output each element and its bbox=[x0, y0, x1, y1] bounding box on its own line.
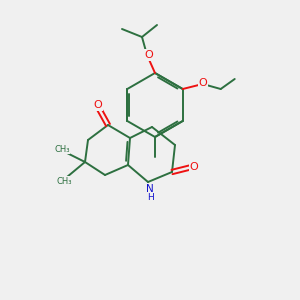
Text: CH₃: CH₃ bbox=[54, 145, 70, 154]
Text: CH₃: CH₃ bbox=[56, 176, 72, 185]
Text: O: O bbox=[145, 50, 153, 60]
Text: O: O bbox=[94, 100, 102, 110]
Text: H: H bbox=[147, 193, 153, 202]
Text: O: O bbox=[190, 162, 198, 172]
Text: O: O bbox=[198, 78, 207, 88]
Text: N: N bbox=[146, 184, 154, 194]
